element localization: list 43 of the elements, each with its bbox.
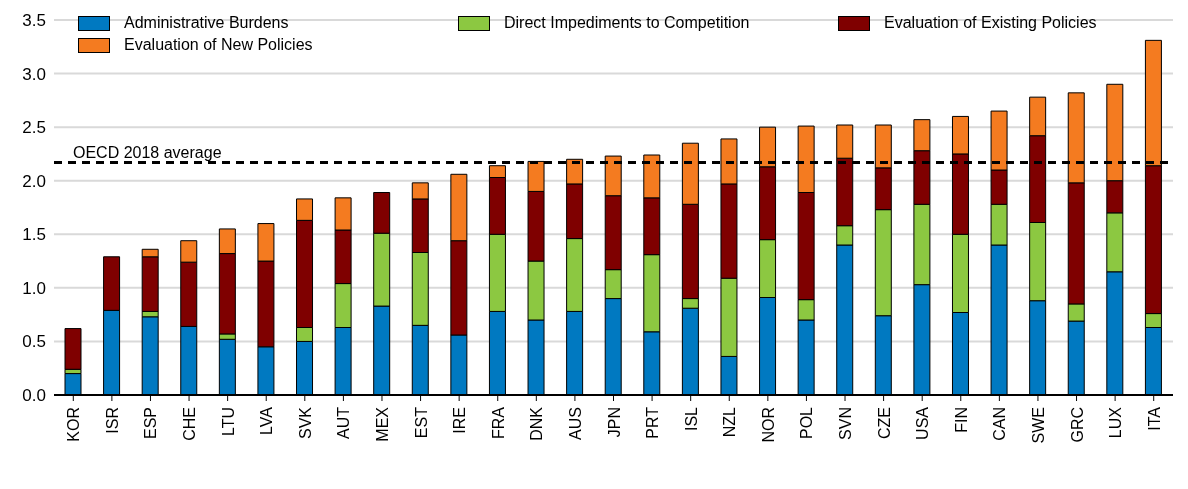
legend-label: Administrative Burdens	[124, 14, 289, 32]
x-tick-label: ESP	[142, 407, 160, 440]
y-tick-label: 3.0	[22, 64, 46, 84]
x-tick-label: SVN	[837, 407, 855, 440]
x-tick-label: NOR	[759, 407, 777, 443]
x-tick-label: GRC	[1068, 407, 1086, 443]
y-tick-label: 2.5	[22, 118, 46, 138]
x-tick-label: ISR	[103, 407, 121, 434]
y-tick-label: 1.5	[22, 225, 46, 245]
ref-line-label: OECD 2018 average	[73, 143, 222, 161]
x-tick-label: AUS	[566, 407, 584, 440]
y-tick-label: 0.5	[22, 332, 46, 352]
x-tick-label: SWE	[1029, 407, 1047, 444]
x-tick-label: CAN	[991, 407, 1009, 441]
x-tick-label: DNK	[528, 406, 546, 441]
x-tick-label: LVA	[258, 406, 276, 435]
x-tick-label: KOR	[65, 407, 83, 442]
x-tick-label: AUT	[335, 406, 353, 439]
legend-label: Direct Impediments to Competition	[504, 14, 750, 32]
x-tick-label: FRA	[489, 406, 507, 439]
legend-label: Evaluation of New Policies	[124, 36, 313, 54]
y-tick-label: 1.0	[22, 278, 46, 298]
x-tick-label: FIN	[952, 407, 970, 433]
x-tick-label: POL	[798, 406, 816, 440]
y-tick-label: 0.0	[22, 386, 46, 406]
y-tick-label: 3.5	[22, 11, 46, 31]
x-tick-label: LUX	[1107, 406, 1125, 439]
x-tick-label: USA	[914, 406, 932, 440]
x-tick-label: SVK	[296, 406, 314, 440]
x-tick-label: CHE	[181, 407, 199, 441]
x-tick-label: EST	[412, 406, 430, 439]
x-tick-label: ITA	[1145, 406, 1163, 431]
y-tick-label: 2.0	[22, 171, 46, 191]
x-tick-label: ISL	[682, 406, 700, 432]
x-tick-label: MEX	[373, 406, 391, 442]
x-tick-label: NZL	[721, 406, 739, 438]
x-tick-label: IRE	[451, 407, 469, 434]
x-tick-label: LTU	[219, 407, 237, 437]
bar	[64, 328, 82, 370]
x-tick-label: PRT	[644, 406, 662, 439]
x-tick-label: JPN	[605, 407, 623, 438]
legend-label: Evaluation of Existing Policies	[884, 14, 1097, 32]
x-tick-label: CZE	[875, 407, 893, 439]
